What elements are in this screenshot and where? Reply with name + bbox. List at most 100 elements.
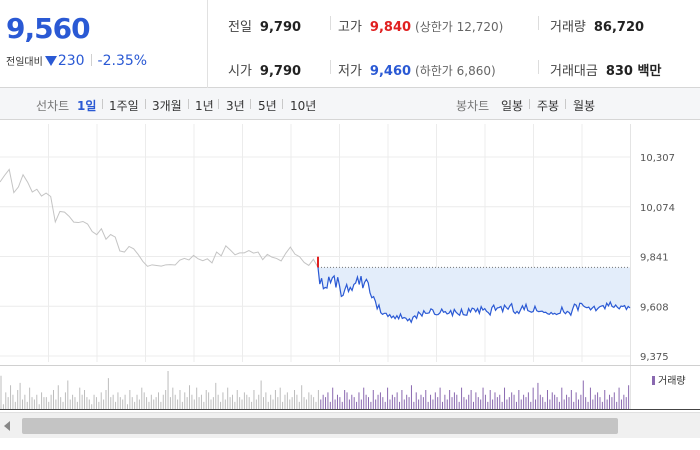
volume-bar <box>255 399 257 409</box>
volume-bar <box>415 392 417 409</box>
scroll-left-icon[interactable] <box>4 421 10 431</box>
volume-bar <box>535 399 537 409</box>
volume-bar <box>475 392 477 409</box>
volume-bar <box>487 401 489 409</box>
divider <box>330 16 331 30</box>
volume-bar <box>243 392 245 409</box>
divider <box>330 60 331 74</box>
stat-label: 전일 <box>228 20 252 35</box>
volume-bar <box>191 394 193 409</box>
tab-3y[interactable]: 3년 <box>226 99 245 113</box>
volume-bar <box>594 394 596 409</box>
volume-legend: 거래량 <box>652 372 686 387</box>
volume-bar <box>253 390 255 409</box>
volume-bar <box>289 399 291 409</box>
volume-bar <box>360 399 362 409</box>
price-box: 9,560 전일대비 230 -2.35% <box>0 0 208 88</box>
volume-bar <box>525 397 527 409</box>
volume-bar <box>344 390 346 409</box>
volume-bar <box>484 394 486 409</box>
volume-bar <box>599 397 601 409</box>
volume-bar <box>384 401 386 409</box>
volume-bar <box>456 394 458 409</box>
tab-10y[interactable]: 10년 <box>290 99 317 113</box>
stat-low: 저가 9,460 (하한가 6,860) <box>338 60 496 79</box>
volume-bar <box>110 397 112 409</box>
volume-bar <box>322 394 324 409</box>
volume-bar <box>112 394 114 409</box>
price-chart[interactable]: 10,307 10,074 9,841 9,608 9,375 <box>0 120 700 410</box>
volume-bar <box>17 390 19 409</box>
y-tick-label: 9,375 <box>640 352 669 363</box>
y-tick-label: 9,608 <box>640 302 669 313</box>
tab-1d[interactable]: 1일 <box>77 99 97 113</box>
volume-bar <box>358 392 360 409</box>
volume-bar <box>196 387 198 409</box>
volume-bar <box>296 394 298 409</box>
tab-weekly-candle[interactable]: 주봉 <box>537 99 560 113</box>
volume-bar <box>193 399 195 409</box>
volume-bar <box>320 399 322 409</box>
tab-monthly-candle[interactable]: 월봉 <box>573 99 596 113</box>
volume-bar <box>95 397 97 409</box>
volume-bar <box>7 397 9 409</box>
volume-bar <box>227 387 229 409</box>
volume-bar <box>413 401 415 409</box>
candle-chart-label: 봉차트 <box>456 99 490 113</box>
volume-bar <box>439 387 441 409</box>
volume-bar <box>339 397 341 409</box>
volume-bar <box>98 401 100 409</box>
volume-bar <box>508 397 510 409</box>
volume-bar <box>160 401 162 409</box>
volume-bar <box>184 392 186 409</box>
divider <box>565 99 566 109</box>
volume-bar <box>368 397 369 409</box>
volume-bar <box>513 394 515 409</box>
volume-bar <box>446 399 448 409</box>
tab-1w[interactable]: 1주일 <box>109 99 139 113</box>
series-previous-line <box>0 168 319 268</box>
divider <box>538 60 539 74</box>
volume-bar <box>601 401 603 409</box>
volume-bar <box>91 404 93 409</box>
volume-bar <box>458 401 460 409</box>
volume-bar <box>592 399 594 409</box>
volume-bar <box>298 401 300 409</box>
volume-bar <box>286 392 288 409</box>
volume-bar <box>523 394 525 409</box>
volume-bar <box>308 392 310 409</box>
scroll-thumb[interactable] <box>22 418 618 434</box>
volume-bar <box>465 399 467 409</box>
stat-prev-close: 전일 9,790 <box>228 16 301 35</box>
volume-bar <box>50 394 52 409</box>
volume-bar <box>212 397 214 409</box>
volume-bar <box>408 397 410 409</box>
volume-bar <box>236 390 238 409</box>
volume-bar <box>539 394 541 409</box>
volume-bar <box>410 385 412 409</box>
volume-bar <box>231 394 233 409</box>
tab-1y[interactable]: 1년 <box>195 99 214 113</box>
volume-bar <box>346 392 348 409</box>
volume-bar <box>150 394 152 409</box>
volume-bar <box>24 394 26 409</box>
volume-bar <box>578 399 579 409</box>
tab-daily-candle[interactable]: 일봉 <box>501 99 524 113</box>
volume-bar <box>477 397 479 409</box>
volume-bar <box>494 392 496 409</box>
tab-5y[interactable]: 5년 <box>258 99 277 113</box>
divider <box>102 99 103 109</box>
tab-3m[interactable]: 3개월 <box>152 99 182 113</box>
volume-bar <box>597 392 599 409</box>
chart-scrollbar[interactable] <box>0 412 700 438</box>
volume-bar <box>64 392 66 409</box>
volume-bar <box>270 394 272 409</box>
volume-bar <box>45 397 47 409</box>
volume-bar <box>177 399 179 409</box>
stat-turnover: 거래대금 830 백만 <box>550 60 661 79</box>
volume-bar <box>317 390 319 409</box>
volume-bar <box>618 387 620 409</box>
volume-bar <box>305 399 307 409</box>
volume-bar <box>353 397 355 409</box>
volume-bar <box>506 399 508 409</box>
